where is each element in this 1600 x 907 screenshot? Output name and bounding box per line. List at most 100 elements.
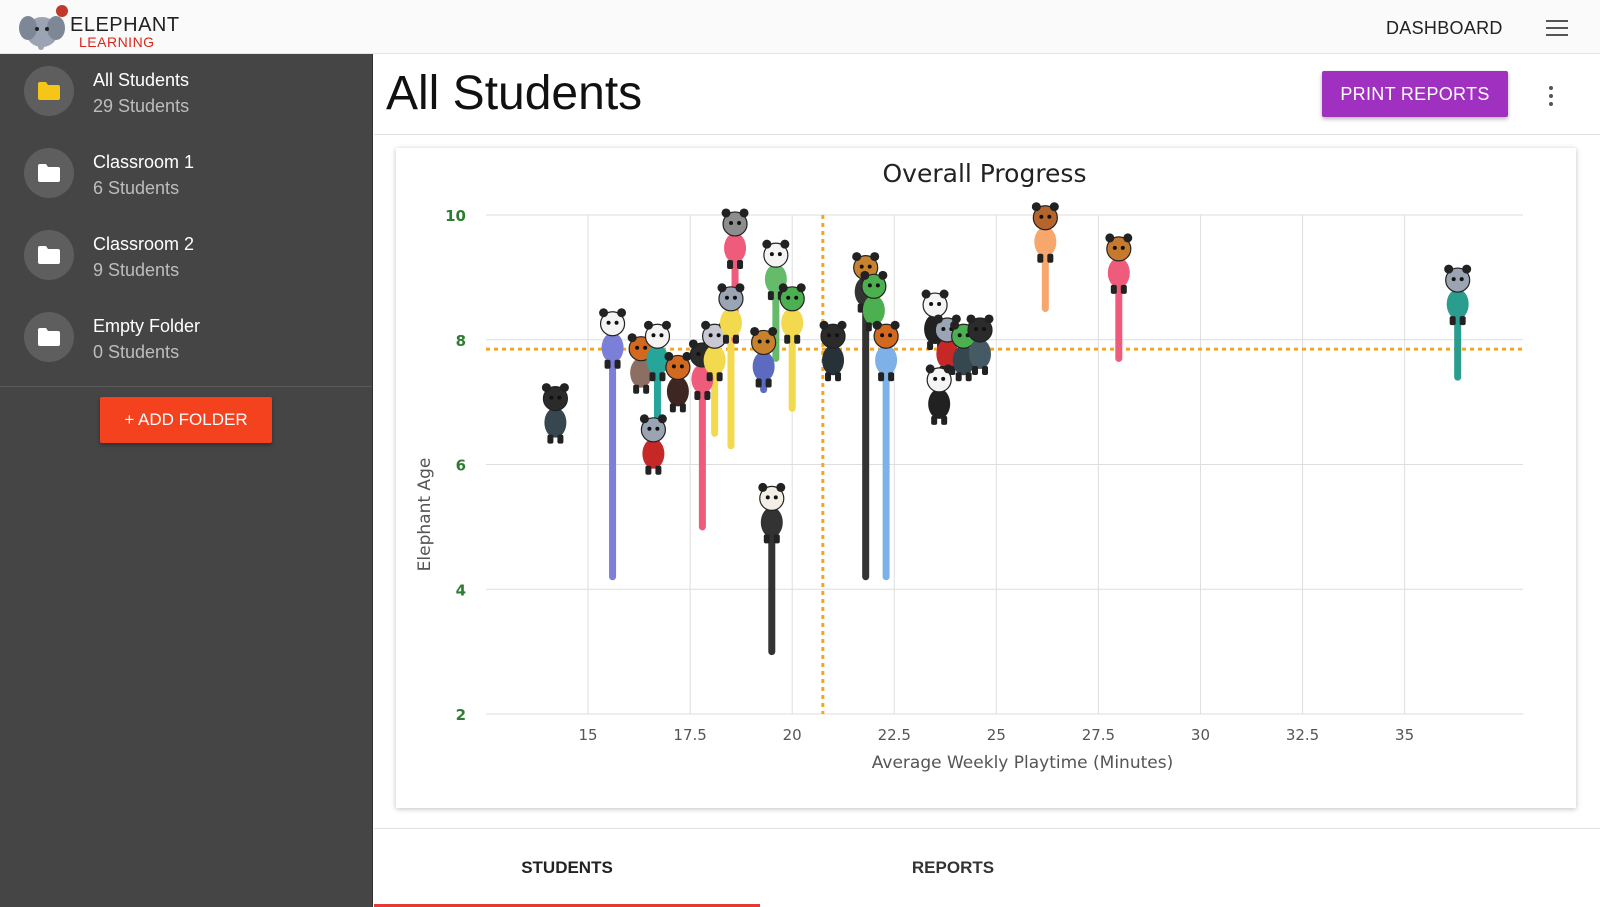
avatar-leg bbox=[659, 372, 666, 382]
avatar-eye bbox=[716, 333, 721, 338]
folder-item-classroom-2[interactable]: Classroom 2 9 Students bbox=[0, 218, 372, 300]
avatar-ear bbox=[717, 283, 727, 293]
avatar-ear bbox=[739, 208, 749, 218]
avatar-ear bbox=[780, 239, 790, 249]
cat-avatar bbox=[966, 314, 994, 375]
x-tick-label: 27.5 bbox=[1082, 726, 1115, 744]
add-folder-button[interactable]: + ADD FOLDER bbox=[100, 397, 272, 443]
folder-item-all-students[interactable]: All Students 29 Students bbox=[0, 54, 372, 136]
folder-student-count: 29 Students bbox=[93, 96, 190, 116]
avatar-ear bbox=[768, 326, 778, 336]
avatar-eye bbox=[765, 495, 770, 500]
folder-item-classroom-1[interactable]: Classroom 1 6 Students bbox=[0, 136, 372, 218]
avatar-body bbox=[781, 307, 804, 338]
avatar-eye bbox=[941, 326, 946, 331]
avatar-ear bbox=[1462, 264, 1472, 274]
header-divider bbox=[374, 134, 1600, 135]
avatar-ear bbox=[1049, 202, 1059, 212]
folder-student-count: 6 Students bbox=[93, 178, 180, 198]
folder-avatar bbox=[24, 312, 74, 362]
avatar-head bbox=[1106, 236, 1132, 262]
avatar-body bbox=[630, 357, 653, 388]
more-options-icon[interactable] bbox=[1547, 84, 1555, 108]
overall-progress-chart: Overall Progress 2 4 6 8 10 15 17.5 20 22.5 25 27.5… bbox=[415, 159, 1523, 773]
panda-avatar bbox=[925, 364, 953, 425]
avatar-leg bbox=[784, 334, 791, 344]
avatar-leg bbox=[706, 372, 713, 382]
avatar-eye bbox=[827, 333, 832, 338]
avatar-eye bbox=[794, 295, 799, 300]
avatar-ear bbox=[852, 252, 862, 262]
avatar-leg bbox=[704, 390, 711, 400]
folder-name: Empty Folder bbox=[93, 316, 201, 336]
avatar-leg bbox=[857, 303, 864, 313]
tab-reports[interactable]: REPORTS bbox=[760, 830, 1146, 906]
avatar-eye bbox=[875, 283, 880, 288]
avatar-ear bbox=[925, 364, 935, 374]
avatar-head bbox=[820, 323, 846, 349]
avatar-ear bbox=[627, 333, 637, 343]
avatar-head bbox=[665, 354, 691, 381]
avatar-eye bbox=[867, 264, 872, 269]
avatar-leg bbox=[767, 291, 774, 301]
avatar-eye bbox=[557, 395, 562, 400]
avatar-eye bbox=[1047, 214, 1052, 219]
avatar-leg bbox=[773, 534, 780, 544]
avatar-ear bbox=[1123, 233, 1133, 243]
avatar-ear bbox=[933, 314, 943, 324]
y-tick-label: 2 bbox=[456, 706, 466, 724]
avatar-ear bbox=[872, 320, 882, 330]
active-tab-indicator bbox=[374, 904, 760, 907]
y-tick-label: 8 bbox=[456, 332, 466, 350]
avatar-ear bbox=[657, 414, 667, 424]
avatar-eye bbox=[614, 320, 619, 325]
folder-icon bbox=[38, 328, 60, 346]
avatar-eye bbox=[1112, 245, 1117, 250]
avatar-leg bbox=[1449, 316, 1456, 326]
avatar-eye bbox=[708, 333, 713, 338]
print-reports-button[interactable]: PRINT REPORTS bbox=[1322, 71, 1508, 117]
avatar-eye bbox=[982, 326, 987, 331]
dashboard-link[interactable]: DASHBOARD bbox=[1386, 18, 1503, 38]
avatar-head bbox=[1032, 205, 1058, 231]
avatar-head bbox=[644, 323, 671, 349]
avatar-eye bbox=[729, 220, 734, 225]
y-tick-label: 6 bbox=[456, 457, 466, 475]
cat-avatar bbox=[541, 383, 569, 444]
tab-students[interactable]: STUDENTS bbox=[374, 830, 760, 906]
panda-avatar bbox=[599, 308, 627, 369]
x-tick-label: 17.5 bbox=[673, 726, 706, 744]
avatar-eye bbox=[867, 283, 872, 288]
frog-avatar bbox=[778, 283, 806, 344]
avatar-leg bbox=[1047, 253, 1054, 263]
avatar-head bbox=[542, 386, 569, 412]
avatar-eye bbox=[957, 333, 962, 338]
fox-avatar bbox=[872, 320, 900, 382]
avatar-leg bbox=[557, 434, 564, 444]
avatar-head bbox=[759, 485, 785, 511]
avatar-leg bbox=[655, 465, 662, 475]
avatar-leg bbox=[825, 372, 832, 382]
folder-avatar bbox=[24, 148, 74, 198]
folder-avatar bbox=[24, 230, 74, 280]
elephant-avatar bbox=[1444, 264, 1472, 326]
avatar-ear bbox=[870, 252, 880, 262]
avatar-ear bbox=[819, 320, 829, 330]
avatar-body bbox=[752, 351, 775, 382]
lion-avatar bbox=[750, 326, 778, 388]
avatar-ear bbox=[796, 283, 806, 293]
y-tick-label: 10 bbox=[445, 207, 466, 225]
hamburger-menu-icon[interactable] bbox=[1546, 20, 1570, 36]
avatar-body bbox=[646, 345, 669, 376]
avatar-leg bbox=[755, 378, 762, 388]
folder-item-empty-folder[interactable]: Empty Folder 0 Students bbox=[0, 300, 372, 382]
avatar-eye bbox=[732, 295, 737, 300]
avatar-eye bbox=[724, 295, 729, 300]
avatar-ear bbox=[950, 320, 960, 330]
avatar-eye bbox=[1039, 214, 1044, 219]
avatar-leg bbox=[931, 415, 938, 425]
avatar-head bbox=[751, 329, 777, 356]
avatar-head bbox=[1445, 267, 1471, 293]
elephant-learning-logo[interactable]: ELEPHANT LEARNING bbox=[16, 2, 186, 52]
deer-avatar bbox=[1031, 202, 1059, 263]
